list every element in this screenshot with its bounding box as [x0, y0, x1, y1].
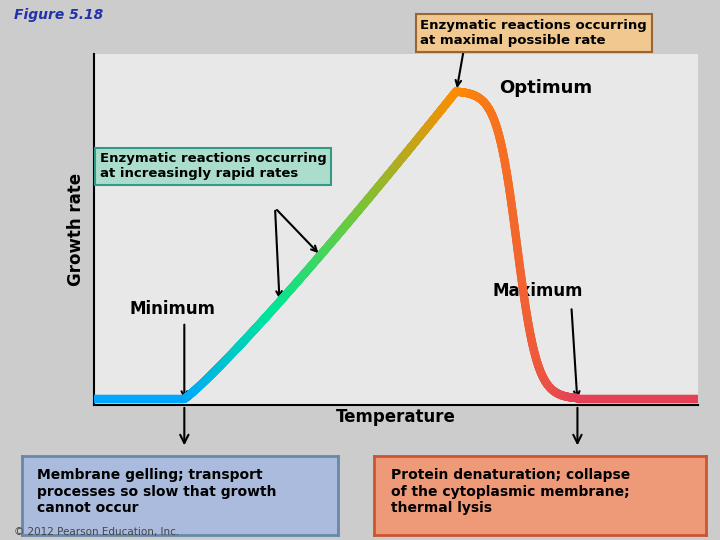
Text: Enzymatic reactions occurring
at increasingly rapid rates: Enzymatic reactions occurring at increas… [99, 152, 326, 180]
Text: Optimum: Optimum [499, 78, 592, 97]
Text: Temperature: Temperature [336, 408, 456, 426]
Text: Minimum: Minimum [130, 300, 216, 318]
Text: Figure 5.18: Figure 5.18 [14, 8, 104, 22]
Text: Protein denaturation; collapse
of the cytoplasmic membrane;
thermal lysis: Protein denaturation; collapse of the cy… [391, 468, 630, 515]
Y-axis label: Growth rate: Growth rate [67, 173, 85, 286]
Text: Enzymatic reactions occurring
at maximal possible rate: Enzymatic reactions occurring at maximal… [420, 19, 647, 47]
Text: Membrane gelling; transport
processes so slow that growth
cannot occur: Membrane gelling; transport processes so… [37, 468, 277, 515]
Text: Maximum: Maximum [492, 282, 583, 300]
Text: © 2012 Pearson Education, Inc.: © 2012 Pearson Education, Inc. [14, 527, 180, 537]
